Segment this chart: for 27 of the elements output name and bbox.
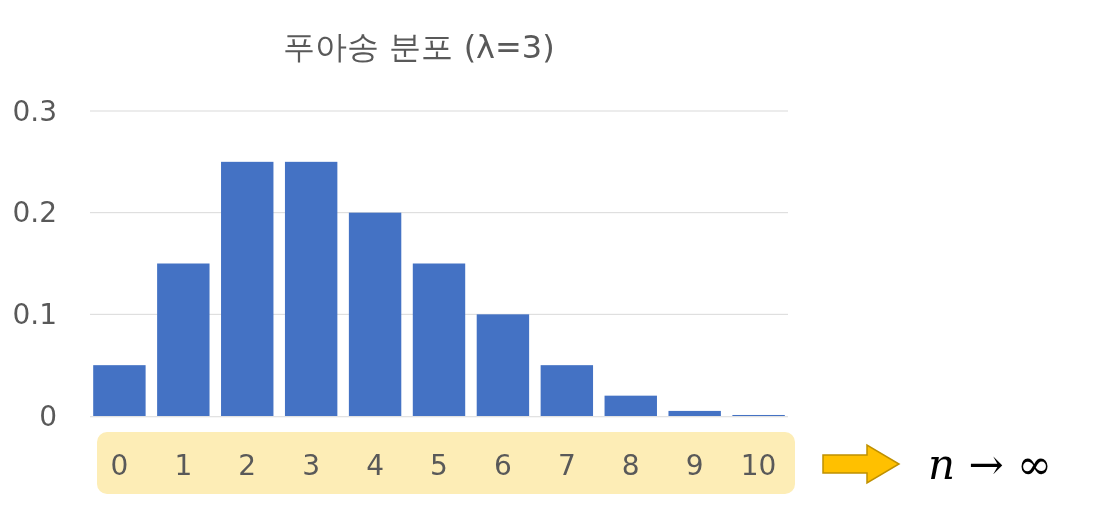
bar: [604, 395, 657, 416]
x-tick-label: 3: [302, 448, 321, 482]
bar: [221, 161, 274, 416]
y-tick-label: 0.2: [12, 196, 57, 230]
bar: [93, 365, 146, 416]
bar: [284, 161, 338, 416]
y-tick-label: 0: [39, 399, 57, 433]
bar: [412, 263, 466, 416]
x-tick-label: 7: [557, 448, 576, 482]
bar: [157, 263, 210, 416]
x-tick-label: 2: [238, 448, 257, 482]
x-tick-label: 10: [740, 448, 777, 482]
x-tick-label: 1: [174, 448, 193, 482]
x-tick-label: 4: [366, 448, 384, 482]
text: n → ∞: [928, 439, 1052, 489]
chart-title: 푸아송 분포 (λ=3): [283, 28, 555, 66]
bar: [476, 314, 530, 416]
x-tick-label: 9: [685, 448, 704, 482]
y-tick-label: 0.3: [12, 94, 57, 128]
bar: [540, 365, 594, 416]
y-tick-label: 0.1: [12, 298, 57, 332]
x-tick-label: 6: [494, 448, 512, 482]
x-tick-label: 8: [621, 448, 640, 482]
x-tick-label: 0: [110, 448, 129, 482]
bar: [348, 212, 402, 416]
bar: [668, 410, 721, 416]
x-tick-label: 5: [430, 448, 448, 482]
